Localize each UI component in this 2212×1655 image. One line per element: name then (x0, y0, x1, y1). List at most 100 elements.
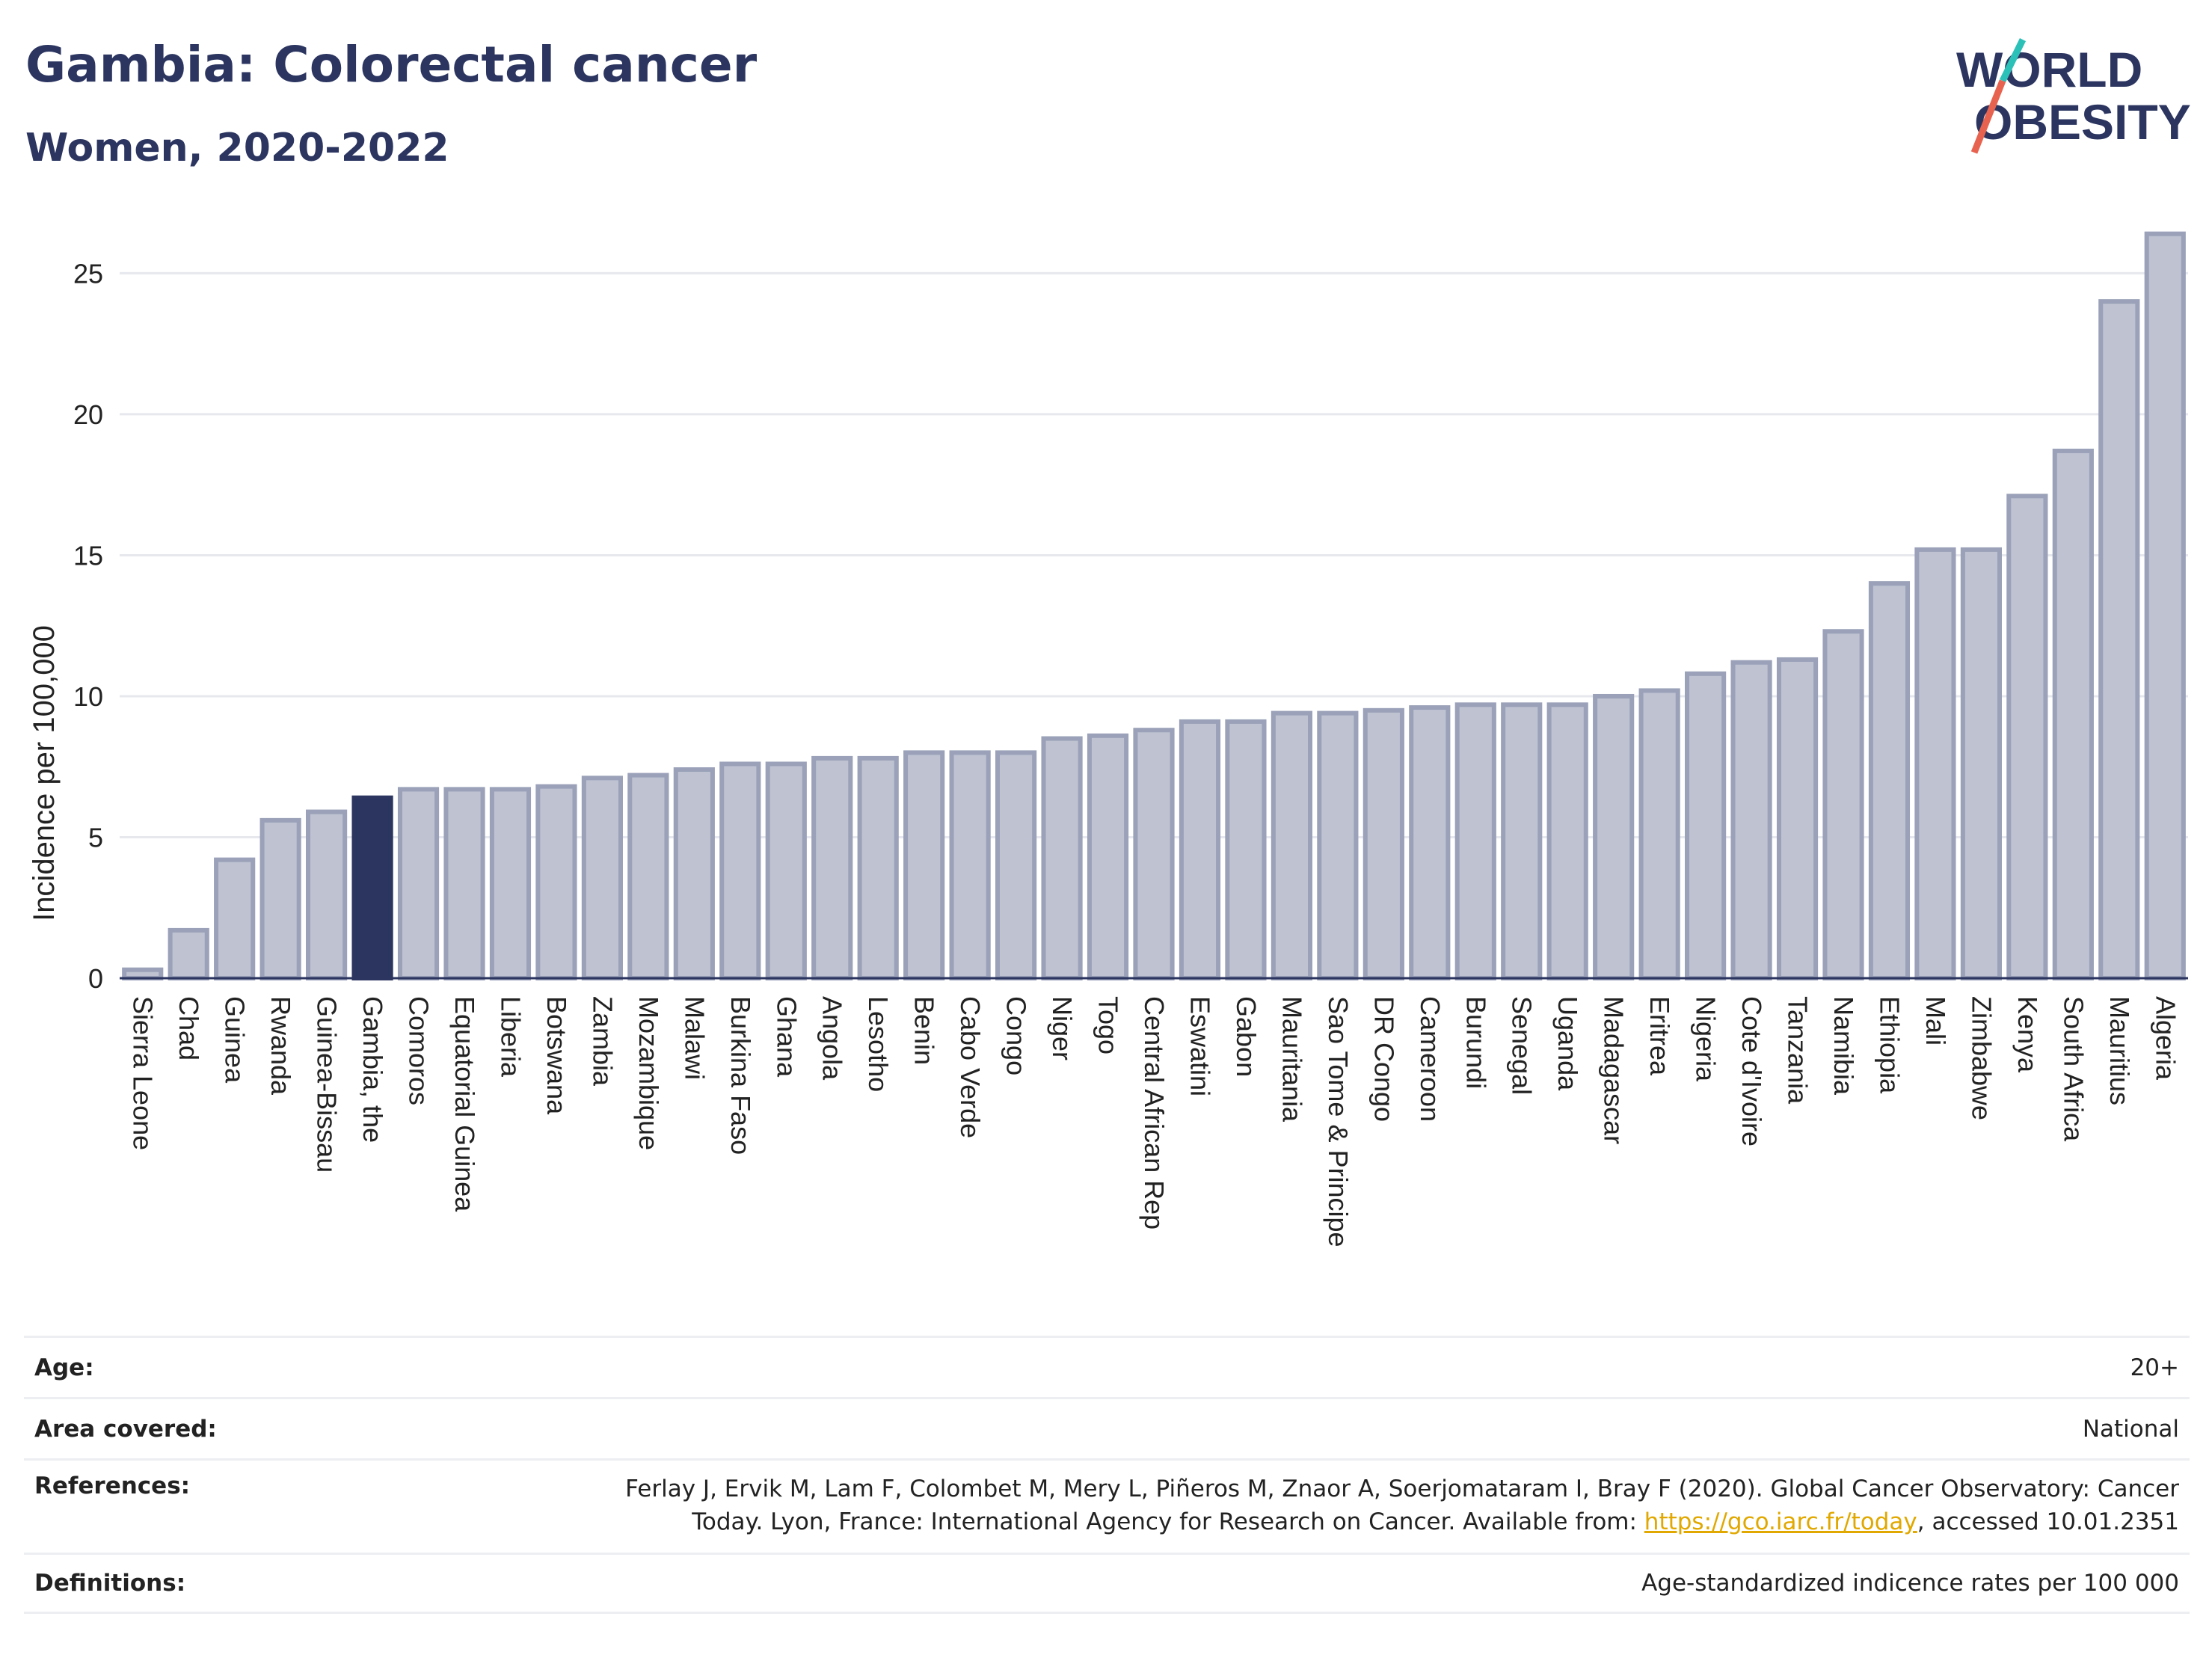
bar-cote-d-ivoire (1730, 660, 1772, 980)
x-tick-label: Uganda (1552, 996, 1583, 1091)
bar-uganda (1546, 702, 1588, 980)
y-tick-label: 20 (73, 399, 103, 430)
bar-botswana (535, 784, 577, 981)
bar-togo (1087, 733, 1129, 981)
bar-cabo-verde (949, 750, 991, 980)
meta-row-area: Area covered: National (24, 1397, 2190, 1458)
meta-row-references: References: Ferlay J, Ervik M, Lam F, Co… (24, 1458, 2190, 1553)
x-tick-label: Gambia, the (357, 996, 388, 1143)
x-tick-label: Equatorial Guinea (449, 996, 480, 1212)
x-tick-label: Senegal (1507, 996, 1537, 1095)
meta-row-definitions: Definitions: Age-standardized indicence … (24, 1553, 2190, 1614)
bar-dr-congo (1362, 707, 1404, 980)
x-tick-label: Niger (1047, 996, 1078, 1060)
x-tick-label: Togo (1093, 996, 1124, 1054)
bar-sierra-leone (122, 967, 164, 980)
x-tick-label: Burkina Faso (725, 996, 756, 1155)
bar-algeria (2144, 231, 2186, 981)
references-line1: Ferlay J, Ervik M, Lam F, Colombet M, Me… (625, 1476, 2179, 1502)
meta-age-label: Age: (34, 1354, 94, 1381)
bar-zimbabwe (1960, 547, 2002, 980)
meta-definitions-value: Age-standardized indicence rates per 100… (1641, 1570, 2179, 1597)
bar-burkina-faso (719, 761, 761, 980)
x-tick-label: Ethiopia (1874, 996, 1905, 1094)
bar-mauritius (2098, 299, 2140, 981)
bar-malawi (673, 767, 715, 980)
x-tick-label: Madagascar (1599, 996, 1629, 1144)
x-tick-label: Namibia (1828, 996, 1859, 1096)
x-tick-label: Guinea-Bissau (312, 996, 342, 1173)
x-tick-label: Gabon (1231, 996, 1262, 1077)
bar-congo (995, 750, 1037, 980)
bar-chad (168, 927, 209, 980)
bar-madagascar (1593, 693, 1635, 980)
x-tick-label: Algeria (2150, 996, 2181, 1081)
bar-nigeria (1685, 671, 1727, 980)
x-tick-label: DR Congo (1368, 996, 1399, 1122)
x-tick-label: Cote d'Ivoire (1736, 996, 1767, 1146)
bar-guinea-bissau (306, 809, 348, 980)
x-tick-label: Burundi (1460, 996, 1491, 1089)
bar-rwanda (259, 817, 301, 980)
x-tick-label: Benin (909, 996, 940, 1065)
x-tick-label: South Africa (2058, 996, 2089, 1142)
bar-benin (903, 750, 945, 980)
references-line2-pre: Today. Lyon, France: International Agenc… (692, 1508, 1644, 1535)
x-tick-label: Central African Rep (1139, 996, 1170, 1229)
bar-guinea (214, 857, 256, 980)
y-tick-label: 25 (73, 258, 103, 289)
chart-title: Gambia: Colorectal cancer (25, 36, 758, 93)
bar-gabon (1225, 719, 1267, 980)
x-tick-label: Eritrea (1644, 996, 1675, 1076)
y-axis-title: Incidence per 100,000 (28, 625, 61, 921)
x-tick-label: Sao Tome & Principe (1323, 996, 1354, 1247)
x-tick-label: Mauritania (1276, 996, 1307, 1123)
x-tick-label: Kenya (2012, 996, 2043, 1073)
bars (122, 231, 2186, 981)
x-tick-label: Mozambique (633, 996, 664, 1150)
metadata-table: Age: 20+ Area covered: National Referenc… (24, 1336, 2190, 1614)
x-tick-label: Chad (173, 996, 204, 1060)
bar-zambia (581, 776, 623, 980)
bar-cameroon (1409, 705, 1451, 980)
y-tick-label: 10 (73, 681, 103, 712)
x-tick-label: Ghana (771, 996, 802, 1078)
bar-central-african-rep (1133, 728, 1175, 980)
bar-sao-tome-principe (1317, 710, 1359, 981)
bar-ethiopia (1868, 581, 1911, 980)
logo-line2: OBESITY (1974, 94, 2191, 150)
logo-line1: WORLD (1956, 42, 2142, 97)
y-tick-label: 5 (88, 822, 103, 853)
x-tick-label: Angola (817, 996, 848, 1081)
bar-comoros (397, 787, 440, 980)
logo-slash-coral-icon (1970, 79, 2006, 154)
meta-area-label: Area covered: (34, 1415, 217, 1443)
x-tick-label: Rwanda (265, 996, 296, 1096)
bar-eswatini (1179, 719, 1221, 980)
bar-lesotho (857, 755, 899, 981)
bar-senegal (1501, 702, 1543, 980)
bar-mozambique (627, 773, 669, 980)
bar-burundi (1454, 702, 1496, 980)
x-tick-label: Sierra Leone (128, 996, 159, 1150)
bar-namibia (1822, 629, 1864, 980)
x-tick-label: Zimbabwe (1966, 996, 1997, 1120)
y-tick-label: 15 (73, 540, 103, 571)
x-tick-label: Cameroon (1415, 996, 1446, 1122)
bar-gambia-the (351, 795, 393, 980)
x-tick-label: Botswana (541, 996, 572, 1115)
x-tick-label: Mali (1920, 996, 1951, 1045)
references-link[interactable]: https://gco.iarc.fr/today (1644, 1508, 1917, 1535)
x-tick-label: Lesotho (863, 996, 894, 1092)
bar-mali (1914, 547, 1956, 980)
bar-equatorial-guinea (443, 787, 485, 980)
x-tick-label: Cabo Verde (955, 996, 986, 1138)
x-tick-label: Guinea (220, 996, 251, 1084)
x-tick-label: Tanzania (1783, 996, 1813, 1105)
x-tick-label: Liberia (495, 996, 526, 1078)
y-axis-ticks: 0 5 10 15 20 25 (73, 258, 103, 994)
x-tick-label: Zambia (587, 996, 618, 1087)
meta-references-value: Ferlay J, Ervik M, Lam F, Colombet M, Me… (625, 1473, 2179, 1538)
x-tick-label: Malawi (679, 996, 710, 1080)
x-tick-label: Mauritius (2104, 996, 2135, 1105)
